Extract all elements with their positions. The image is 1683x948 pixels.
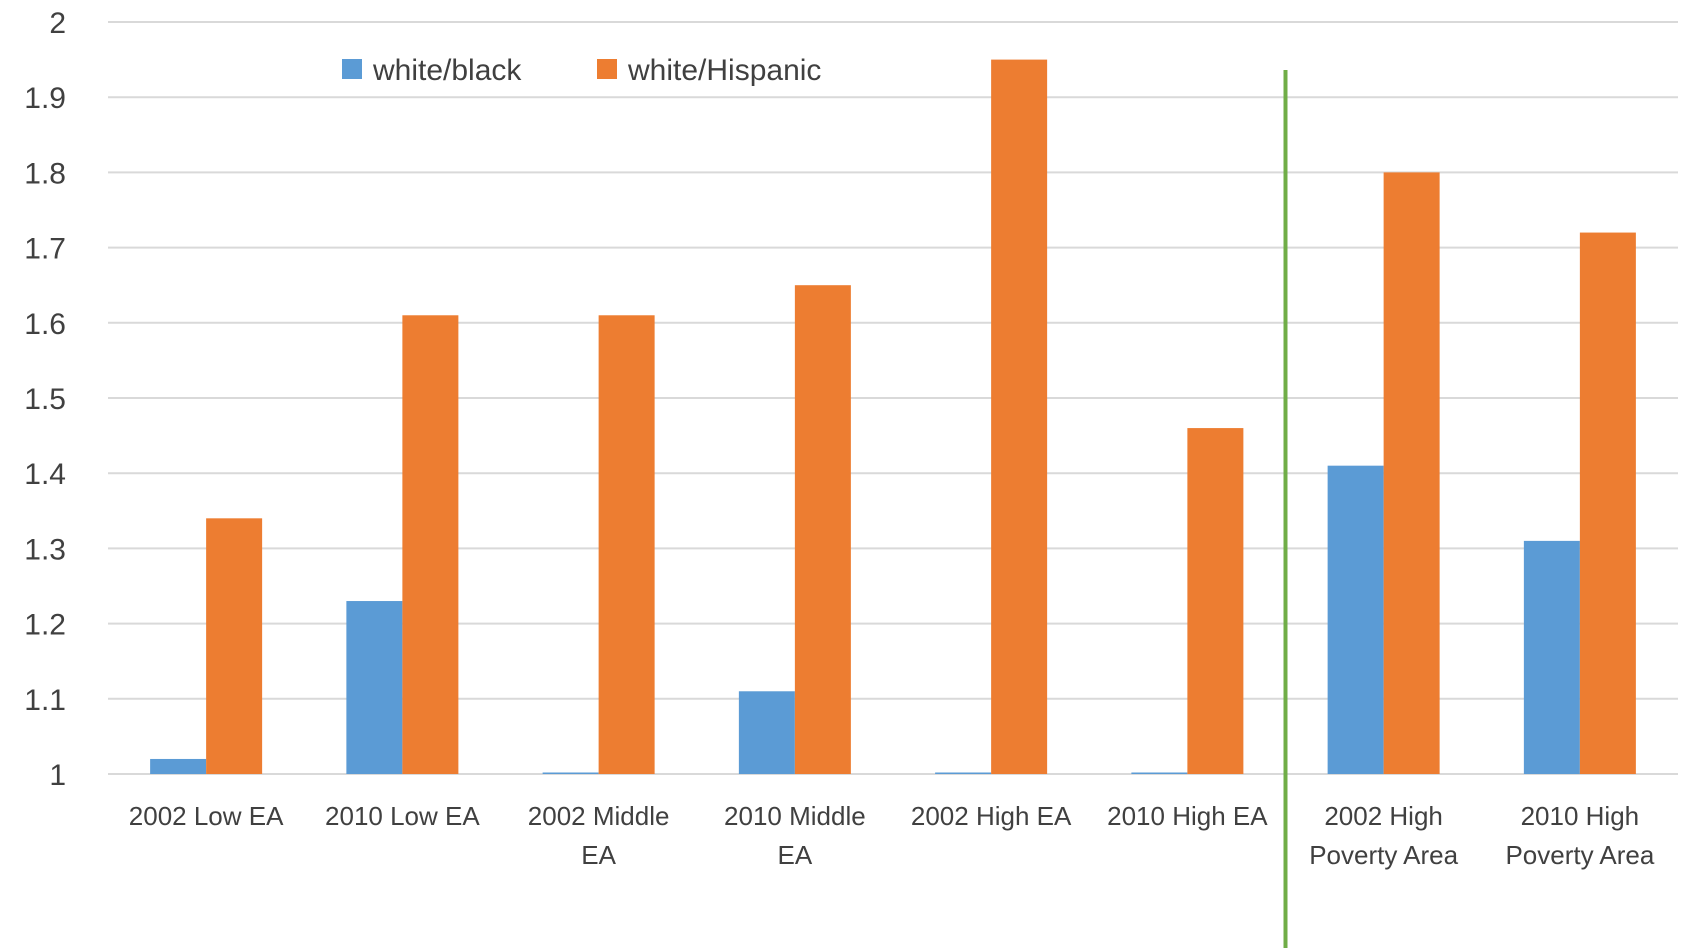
bar-white-black-3	[738, 691, 795, 774]
gridlines	[108, 21, 1678, 775]
x-category-label: 2002 Low EA	[129, 801, 284, 831]
bar-white-black-6	[1327, 465, 1384, 774]
bar-white-hispanic-1	[402, 315, 459, 774]
y-tick-label: 2	[49, 7, 66, 40]
bar-white-hispanic-0	[206, 518, 263, 774]
bars	[150, 59, 1636, 775]
bar-white-black-0	[150, 758, 207, 774]
y-tick-label: 1	[49, 759, 66, 792]
y-tick-label: 1.8	[24, 157, 66, 190]
bar-white-hispanic-5	[1187, 428, 1244, 774]
x-category-label: 2010 High	[1521, 801, 1640, 831]
y-tick-label: 1.9	[24, 82, 66, 115]
x-category-label: 2010 Low EA	[325, 801, 480, 831]
bar-white-black-4	[935, 772, 992, 774]
legend-label: white/black	[372, 54, 522, 87]
bar-white-hispanic-4	[991, 59, 1048, 775]
y-tick-label: 1.1	[24, 684, 66, 717]
y-tick-label: 1.4	[24, 458, 66, 491]
x-category-label: 2010 Middle	[724, 801, 866, 831]
bar-white-hispanic-2	[598, 315, 655, 774]
bar-white-black-2	[542, 772, 599, 774]
bar-white-hispanic-6	[1383, 172, 1440, 774]
x-category-label: EA	[778, 840, 813, 870]
y-axis-ticks: 1 1.1 1.2 1.3 1.4 1.5 1.6 1.7 1.8 1.9 2	[24, 7, 66, 792]
x-category-label: EA	[581, 840, 616, 870]
bar-white-black-7	[1523, 540, 1580, 774]
bar-white-hispanic-3	[794, 285, 851, 774]
bar-white-black-1	[346, 601, 403, 774]
legend-swatch-white-black	[342, 59, 362, 79]
y-tick-label: 1.3	[24, 533, 66, 566]
x-category-label: 2002 High	[1324, 801, 1443, 831]
y-tick-label: 1.2	[24, 609, 66, 642]
x-category-label: Poverty Area	[1505, 840, 1654, 870]
x-category-label: 2002 Middle	[528, 801, 670, 831]
x-category-label: Poverty Area	[1309, 840, 1458, 870]
legend-label: white/Hispanic	[627, 54, 821, 87]
x-category-label: 2002 High EA	[911, 801, 1072, 831]
y-tick-label: 1.5	[24, 383, 66, 416]
legend: white/black white/Hispanic	[342, 54, 821, 87]
bar-white-black-5	[1131, 772, 1188, 774]
y-tick-label: 1.7	[24, 233, 66, 266]
y-tick-label: 1.6	[24, 308, 66, 341]
x-category-label: 2010 High EA	[1107, 801, 1268, 831]
legend-swatch-white-hispanic	[597, 59, 617, 79]
bar-white-hispanic-7	[1579, 232, 1636, 774]
x-axis-labels: 2002 Low EA 2010 Low EA 2002 Middle EA 2010 …	[129, 801, 1655, 870]
